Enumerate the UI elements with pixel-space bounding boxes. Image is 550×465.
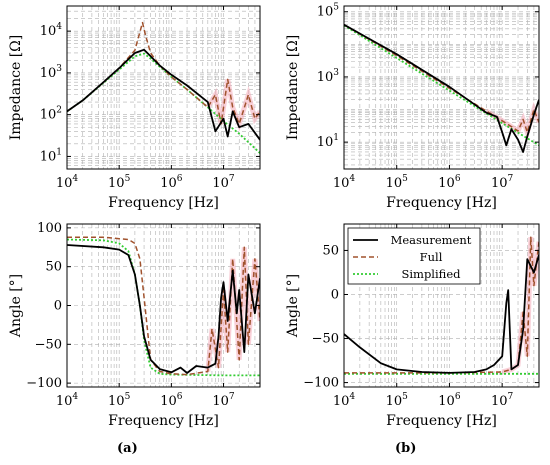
series-full [67,236,260,376]
grid [67,6,260,169]
legend: Measurement Full Simplified [347,227,481,285]
y-tick-label: −100 [303,376,339,391]
panel-label-a: (a) [117,441,138,456]
series-simplified [344,24,539,147]
y-axis-label: Angle [°] [8,274,24,338]
y-tick-label: 50 [45,260,62,275]
y-tick-label: −100 [26,376,62,391]
axes-frame [343,5,540,170]
y-tick-label: 101 [40,147,62,164]
chart-angle-a: 104 105 106 107 −100 −50 0 50 100 Frequency [Hz] A… [8,221,261,429]
axes-frame [66,5,261,170]
legend-label-simplified: Simplified [401,267,461,281]
series-measurement [67,48,260,141]
y-tick-label: 103 [317,68,340,85]
x-tick-label: 106 [438,174,461,191]
x-tick-label: 106 [438,392,461,409]
y-tick-label: 100 [37,221,62,236]
x-tick-label: 105 [386,174,409,191]
x-tick-label: 104 [56,174,79,191]
y-axis-label: Angle [°] [285,274,301,338]
panel-label-b: (b) [395,441,417,456]
legend-label-measurement: Measurement [391,233,472,247]
x-tick-label: 106 [160,174,183,191]
y-tick-label: 0 [54,299,62,314]
x-tick-label: 105 [108,174,131,191]
x-tick-label: 107 [491,174,514,191]
x-tick-label: 107 [212,392,235,409]
chart-impedance-b: 104 105 106 107 101 103 105 Frequency [Hz] Imped… [285,3,540,211]
y-axis-label: Impedance [Ω] [8,35,24,141]
y-axis-label: Impedance [Ω] [285,35,301,141]
chart-angle-b: 104 105 106 107 −100 −50 0 50 Frequency [Hz] Angl… [285,223,540,429]
grid [344,6,539,169]
x-tick-label: 105 [386,392,409,409]
axes-frame [343,223,540,388]
y-tick-label: −50 [312,332,339,347]
y-tick-label: 105 [317,3,340,20]
x-axis-label: Frequency [Hz] [108,195,219,211]
series-full [67,21,260,125]
x-tick-label: 104 [333,174,356,191]
y-tick-label: 101 [317,133,339,150]
series-measurement [344,23,539,153]
x-axis-label: Frequency [Hz] [386,195,497,211]
x-tick-label: 104 [56,392,79,409]
y-tick-label: 102 [40,106,62,123]
chart-impedance-a: 104 105 106 107 101 102 103 104 Frequency [Hz] Im… [8,5,261,211]
y-tick-label: 104 [40,22,63,39]
x-axis-label: Frequency [Hz] [386,413,497,429]
x-tick-label: 107 [212,174,235,191]
legend-label-full: Full [420,250,443,264]
y-tick-label: 50 [322,243,339,258]
y-tick-label: 103 [40,64,63,81]
series-measurement [344,254,539,374]
x-tick-label: 107 [491,392,514,409]
x-tick-label: 106 [160,392,183,409]
y-tick-label: 0 [331,287,339,302]
series-full [344,236,539,374]
x-tick-label: 105 [108,392,131,409]
series-measurement [67,244,260,374]
x-tick-label: 104 [333,392,356,409]
series-full [344,24,539,134]
y-tick-label: −50 [35,337,62,352]
x-axis-label: Frequency [Hz] [108,413,219,429]
